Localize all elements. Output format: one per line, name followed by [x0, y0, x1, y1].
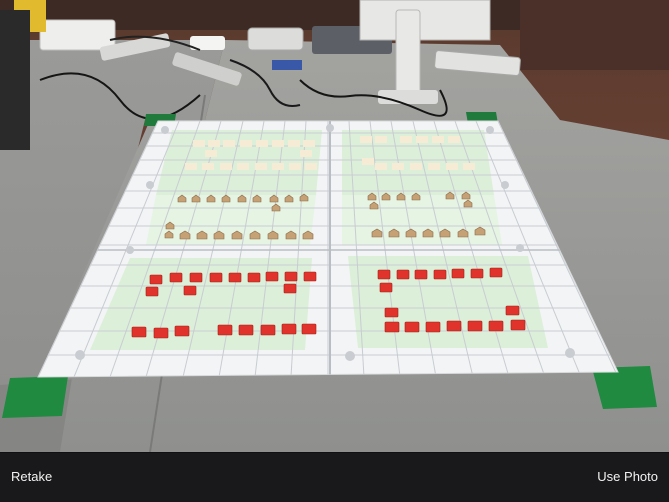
camera-review-toolbar: Retake Use Photo: [0, 452, 669, 502]
use-photo-button[interactable]: Use Photo: [597, 469, 658, 484]
desk-equipment: [0, 0, 521, 150]
red-tiles: [131, 267, 526, 339]
wooden-pieces: [164, 191, 486, 240]
cream-tiles: [185, 136, 475, 170]
captured-photo: [0, 0, 669, 452]
tape-corner: [2, 376, 68, 418]
tape-corner: [592, 366, 657, 409]
retake-button[interactable]: Retake: [11, 469, 53, 484]
